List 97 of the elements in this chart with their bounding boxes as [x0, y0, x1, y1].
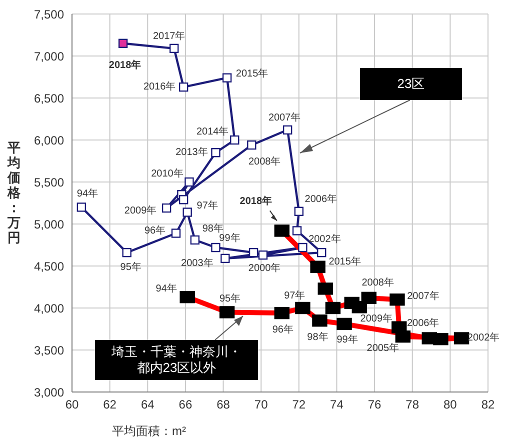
annotation: 2014年 [196, 126, 229, 138]
point [211, 148, 220, 158]
point [162, 203, 172, 213]
annotation: 2015年 [328, 255, 361, 268]
annotation: 2006年 [407, 316, 440, 329]
point [230, 135, 240, 145]
point [312, 314, 328, 327]
x-axis-title: 平均面積：m² [112, 424, 186, 438]
point [184, 177, 194, 187]
point [122, 248, 132, 258]
point [178, 195, 188, 204]
annotation: 99年 [219, 232, 240, 244]
point [295, 302, 310, 314]
point [190, 235, 200, 245]
annotation: 94年 [76, 188, 98, 200]
y-tick-label: 5,000 [34, 217, 64, 232]
y-tick-label: 7,500 [34, 7, 64, 22]
point [178, 82, 188, 92]
annotation: 99年 [336, 333, 358, 346]
x-tick-label: 66 [178, 398, 192, 412]
point [325, 302, 341, 314]
point [220, 254, 230, 264]
annotation: 2005年 [366, 342, 400, 354]
y-tick-label: 4,500 [34, 259, 64, 274]
annotation: 2002年 [308, 233, 341, 246]
point [248, 248, 258, 258]
annotation: 98年 [307, 331, 328, 344]
x-tick-label: 74 [330, 398, 344, 412]
x-tick-label: 78 [406, 398, 420, 412]
point [118, 38, 128, 48]
annotation: 2016年 [143, 80, 176, 93]
point [317, 248, 326, 258]
annotation: 2009年 [360, 312, 393, 325]
point [390, 294, 405, 306]
annotation: 98年 [202, 222, 224, 234]
text: 埼玉・千葉・神奈川・都内23区以外 [110, 344, 242, 376]
x-tick-label: 76 [368, 398, 382, 412]
annotation: 2003年 [181, 256, 214, 269]
annotation: 2007年 [268, 111, 301, 124]
annotation: 2008年 [248, 156, 281, 168]
annotation: 2009年 [124, 204, 157, 217]
y-tick-label: 3,500 [34, 343, 64, 358]
point [294, 206, 304, 216]
annotation: 2013年 [176, 146, 208, 158]
point [76, 202, 86, 212]
y-tick-label: 6,000 [34, 133, 64, 148]
annotation: 2018年 [108, 58, 142, 71]
point [258, 250, 268, 260]
annotation: 2006年 [304, 192, 338, 205]
annotation: 2008年 [362, 276, 394, 288]
point [222, 73, 232, 82]
annotation: 2017年 [152, 30, 186, 42]
y-tick-label: 3,000 [34, 385, 64, 400]
point [274, 306, 290, 320]
annotation: 95年 [120, 261, 142, 274]
point [282, 125, 292, 135]
point [318, 282, 333, 295]
annotation: 2015年 [236, 67, 268, 80]
y-tick-label: 5,500 [34, 175, 64, 190]
x-tick-label: 64 [140, 398, 155, 412]
x-tick-label: 80 [444, 398, 458, 412]
point [182, 208, 192, 217]
y-tick-label: 6,500 [34, 91, 64, 106]
x-tick-label: 72 [292, 398, 306, 412]
point [392, 321, 407, 334]
y-axis-title: 平均価格：万円 [6, 140, 22, 245]
point [454, 332, 470, 344]
annotation: 96年 [272, 324, 294, 336]
x-tick-label: 70 [254, 398, 268, 412]
point [247, 140, 256, 150]
point [170, 44, 179, 54]
annotation: 2010年 [151, 168, 184, 180]
annotation: 94年 [156, 282, 177, 295]
annotation: 2000年 [248, 262, 281, 274]
x-tick-label: 68 [216, 398, 230, 412]
annotation: 2007年 [407, 290, 440, 302]
point [433, 332, 448, 346]
point [292, 226, 302, 236]
point [344, 296, 360, 310]
y-tick-label: 4,000 [34, 301, 64, 316]
annotation: 2018年 [240, 195, 272, 208]
point [219, 306, 235, 318]
point [274, 224, 290, 237]
annotation: 97年 [284, 290, 306, 302]
x-tick-label: 60 [65, 398, 79, 412]
x-tick-label: 82 [481, 398, 495, 412]
point [298, 242, 308, 252]
point [171, 228, 181, 238]
annotation: 97年 [196, 200, 218, 212]
point [336, 318, 352, 330]
annotation: 96年 [144, 224, 166, 237]
annotation: 95年 [219, 292, 241, 305]
y-tick-label: 7,000 [34, 49, 64, 64]
point [211, 242, 220, 252]
x-tick-label: 62 [103, 398, 117, 412]
point [180, 290, 195, 304]
point [310, 260, 326, 273]
